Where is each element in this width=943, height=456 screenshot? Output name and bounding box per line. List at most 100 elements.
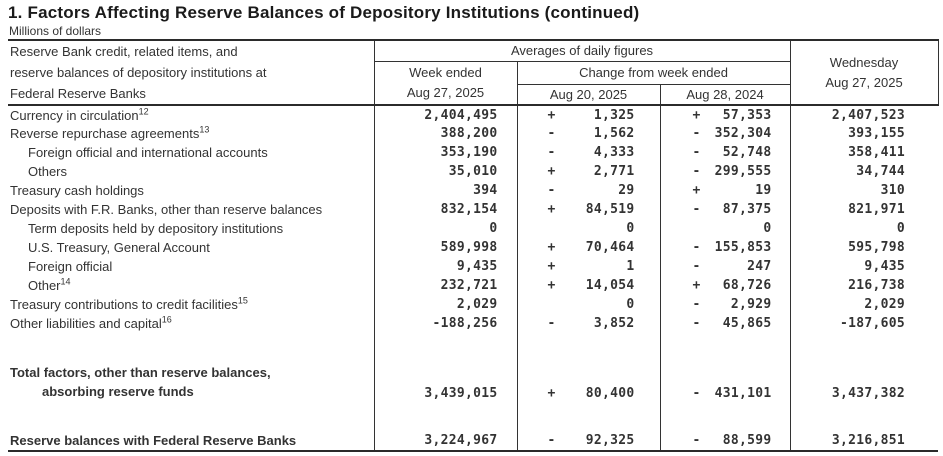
value: 14,054 <box>585 278 635 293</box>
wednesday-value: 2,029 <box>789 295 939 314</box>
row-label: Term deposits held by depository institu… <box>28 221 284 236</box>
table-header: Reserve Bank credit, related items, and … <box>8 39 939 106</box>
change2-cell: - 2,929 <box>659 295 791 314</box>
sign: - <box>547 183 556 198</box>
footnote-marker: 12 <box>138 106 149 117</box>
table-row: Foreign official 9,435 +1 - 247 9,435 <box>8 257 939 276</box>
value: 57,353 <box>722 107 772 123</box>
week-value: -188,256 <box>373 314 517 333</box>
value: 0 <box>763 221 772 236</box>
change-col-1-header: Aug 20, 2025 <box>516 84 660 106</box>
change1-cell: 0 <box>516 295 660 314</box>
table-row: Foreign official and international accou… <box>8 143 939 162</box>
stub-line-1: Reserve Bank credit, related items, and <box>10 44 238 59</box>
sign: - <box>692 202 701 217</box>
week-value: 0 <box>373 219 517 238</box>
change1-cell: +80,400 <box>516 363 660 401</box>
wednesday-line-2: Aug 27, 2025 <box>825 74 903 90</box>
change-from-header: Change from week ended <box>516 61 791 85</box>
footnote-marker: 14 <box>60 276 71 287</box>
change1-cell: - 92,325 <box>516 431 660 452</box>
value: 29 <box>618 183 635 198</box>
row-label: Total factors, other than reserve balanc… <box>10 365 271 399</box>
wednesday-value: 9,435 <box>789 257 939 276</box>
sign: - <box>692 386 701 401</box>
week-ended-line-2: Aug 27, 2025 <box>406 84 485 100</box>
change2-cell: -299,555 <box>659 162 791 181</box>
change1-cell: - 3,852 <box>516 314 660 333</box>
change2-cell: -431,101 <box>659 363 791 401</box>
week-value: 3,439,015 <box>373 363 517 401</box>
change1-cell: +1,325 <box>516 105 660 124</box>
reserve-factors-table: Reserve Bank credit, related items, and … <box>8 39 939 452</box>
sign: - <box>547 126 556 141</box>
table-row: Treasury cash holdings 394 - 29 +19 310 <box>8 181 939 200</box>
sign: - <box>547 145 556 160</box>
value: 431,101 <box>714 386 772 401</box>
wednesday-value: 216,738 <box>789 276 939 295</box>
units-note: Millions of dollars <box>9 24 102 38</box>
value: 2,929 <box>730 297 772 312</box>
row-label: Reserve balances with Federal Reserve Ba… <box>8 431 374 452</box>
table-row: Others 35,010 +2,771 -299,555 34,744 <box>8 162 939 181</box>
table-row: Deposits with F.R. Banks, other than res… <box>8 200 939 219</box>
row-label: Others <box>28 164 68 179</box>
table-row: Reverse repurchase agreements13 388,200 … <box>8 124 939 143</box>
value: 19 <box>755 183 772 198</box>
value: 45,865 <box>722 316 772 331</box>
change2-cell: - 247 <box>659 257 791 276</box>
change1-cell: +84,519 <box>516 200 660 219</box>
sign: + <box>547 240 556 255</box>
footnote-marker: 13 <box>199 124 210 135</box>
row-label: Other liabilities and capital16 <box>10 314 172 331</box>
sign: - <box>692 433 701 448</box>
change1-cell: - 1,562 <box>516 124 660 143</box>
sign: + <box>547 107 556 123</box>
sign: + <box>547 386 556 401</box>
value: 87,375 <box>722 202 772 217</box>
value: 247 <box>747 259 772 274</box>
row-label: Currency in circulation12 <box>10 106 149 123</box>
sign: - <box>692 297 701 312</box>
averages-header: Averages of daily figures <box>373 39 791 62</box>
row-label: Treasury cash holdings <box>10 183 144 198</box>
sign: - <box>692 259 701 274</box>
value: 84,519 <box>585 202 635 217</box>
wednesday-value: 821,971 <box>789 200 939 219</box>
value: 155,853 <box>714 240 772 255</box>
sign: - <box>692 240 701 255</box>
wednesday-value: 595,798 <box>789 238 939 257</box>
table-row: Term deposits held by depository institu… <box>8 219 939 238</box>
value: 70,464 <box>585 240 635 255</box>
sign: - <box>692 316 701 331</box>
sign: - <box>692 164 701 179</box>
value: 0 <box>626 221 635 236</box>
sign: + <box>692 107 701 123</box>
sign: + <box>692 183 701 198</box>
stub-line-2: reserve balances of depository instituti… <box>10 65 267 80</box>
week-ended-header: Week ended Aug 27, 2025 <box>373 61 517 106</box>
change2-cell: +19 <box>659 181 791 200</box>
total-factors-row: Total factors, other than reserve balanc… <box>8 363 939 401</box>
week-value: 35,010 <box>373 162 517 181</box>
footnote-marker: 16 <box>161 314 172 325</box>
wednesday-value: 34,744 <box>789 162 939 181</box>
change2-cell: - 52,748 <box>659 143 791 162</box>
spacer-row <box>8 333 939 363</box>
wednesday-value: 393,155 <box>789 124 939 143</box>
value: 1,562 <box>593 126 635 141</box>
change2-cell: - 87,375 <box>659 200 791 219</box>
sign: + <box>692 278 701 293</box>
change1-cell: 0 <box>516 219 660 238</box>
week-value: 2,029 <box>373 295 517 314</box>
value: 80,400 <box>585 386 635 401</box>
sign: + <box>547 202 556 217</box>
change2-cell: - 45,865 <box>659 314 791 333</box>
value: 3,852 <box>593 316 635 331</box>
wednesday-value: 0 <box>789 219 939 238</box>
change1-cell: +14,054 <box>516 276 660 295</box>
week-value: 9,435 <box>373 257 517 276</box>
wednesday-value: 310 <box>789 181 939 200</box>
sign: - <box>547 433 556 448</box>
week-value: 232,721 <box>373 276 517 295</box>
